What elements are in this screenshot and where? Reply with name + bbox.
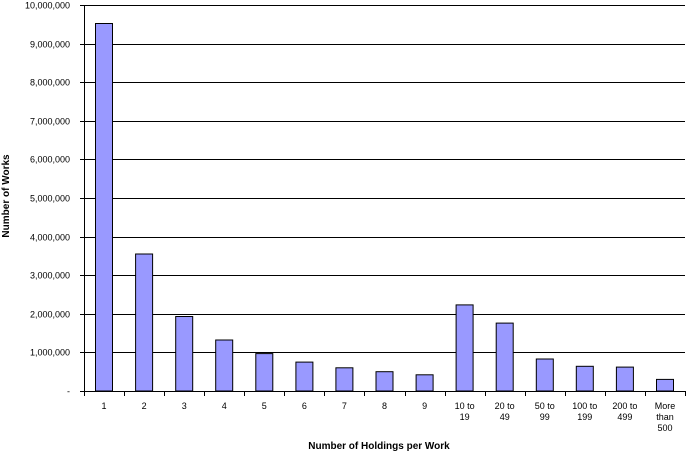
bar (135, 253, 154, 392)
y-axis-title: Number of Works (1, 154, 12, 238)
x-tick-label: 5 (262, 401, 267, 411)
y-tick-label: - (67, 387, 70, 397)
bar (255, 353, 274, 392)
x-tick-label: 7 (342, 401, 347, 411)
bar (175, 316, 194, 392)
bar (535, 358, 554, 392)
bar (415, 374, 434, 392)
bars (95, 23, 674, 392)
x-tick-label: 200 to 499 (612, 401, 637, 422)
axes (80, 5, 686, 396)
bar (335, 367, 354, 392)
x-tick-label: 50 to 99 (535, 401, 555, 422)
bar (295, 361, 314, 392)
x-tick-label: 100 to 199 (572, 401, 597, 422)
y-tick-label: 10,000,000 (25, 1, 70, 11)
y-tick-labels: - 1,000,000 2,000,000 3,000,000 4,000,000 5,0… (25, 1, 70, 397)
bar (455, 304, 474, 392)
x-tick-label: 9 (422, 401, 427, 411)
y-tick-label: 1,000,000 (30, 348, 70, 358)
x-tick-labels: 1 2 3 4 5 6 7 8 9 10 to 19 20 to 49 50 to 99 100 to 199 2… (101, 401, 675, 433)
x-tick-label: 2 (142, 401, 147, 411)
bar (215, 339, 234, 392)
bar (375, 371, 394, 392)
x-tick-label: 10 to 19 (455, 401, 475, 422)
x-axis-title: Number of Holdings per Work (308, 441, 450, 452)
x-tick-label: 4 (222, 401, 227, 411)
x-tick-label: 8 (382, 401, 387, 411)
bar (95, 23, 113, 392)
bar (495, 322, 514, 392)
x-tick-label: 1 (101, 401, 106, 411)
y-tick-label: 5,000,000 (30, 194, 70, 204)
y-tick-label: 9,000,000 (30, 40, 70, 50)
y-tick-label: 8,000,000 (30, 78, 70, 88)
bar (615, 366, 634, 392)
x-tick-label: 3 (182, 401, 187, 411)
bar (656, 378, 674, 392)
y-tick-label: 2,000,000 (30, 310, 70, 320)
y-tick-label: 3,000,000 (30, 271, 70, 281)
grid-lines (84, 5, 685, 353)
x-tick-label: 6 (302, 401, 307, 411)
y-tick-label: 6,000,000 (30, 155, 70, 165)
x-tick-label: More than 500 (655, 401, 676, 433)
bar (575, 365, 594, 392)
y-tick-label: 7,000,000 (30, 117, 70, 127)
x-tick-label: 20 to 49 (495, 401, 515, 422)
y-tick-label: 4,000,000 (30, 233, 70, 243)
